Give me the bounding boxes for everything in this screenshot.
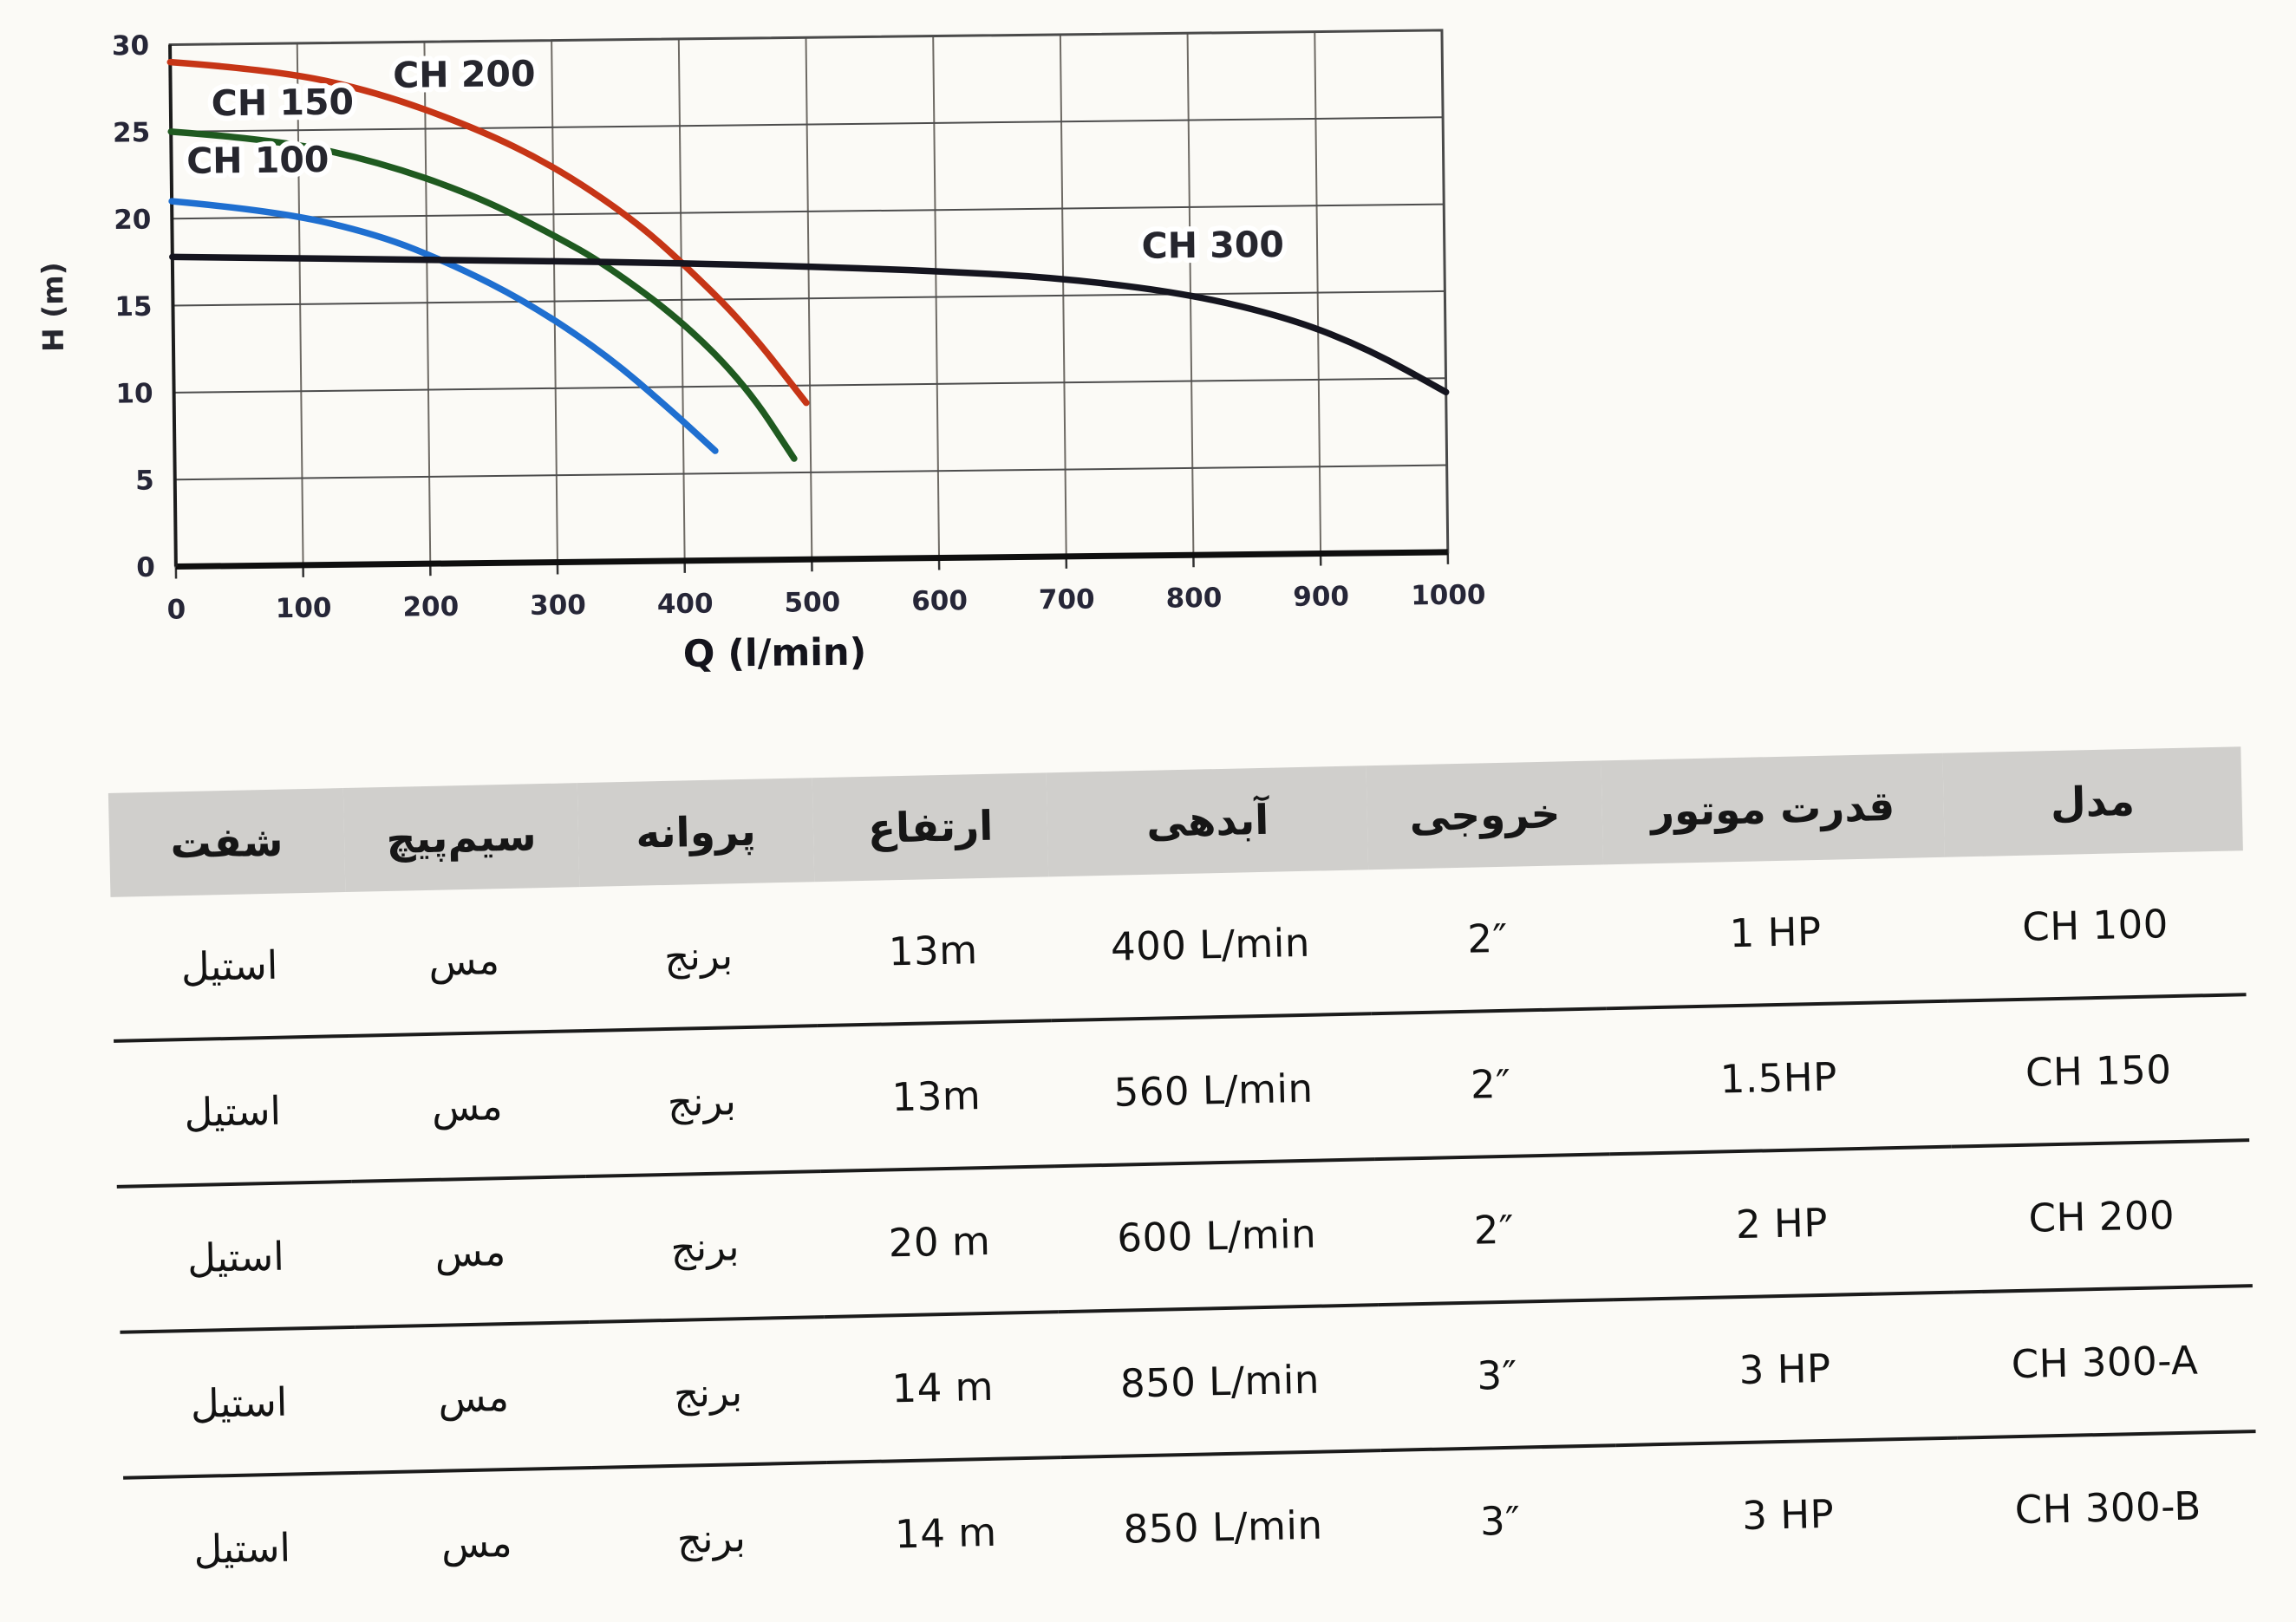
svg-text:25: 25 (113, 117, 151, 148)
svg-text:100: 100 (276, 592, 332, 624)
svg-text:30: 30 (112, 30, 150, 62)
cell-motor-power: 1 HP (1603, 857, 1947, 1009)
cell-shaft: استیل (117, 1182, 355, 1332)
svg-text:400: 400 (657, 589, 714, 621)
pump-curves-svg: 0 100 200 300 400 500 600 700 800 900 1000 0 5 10 15 20… (10, 0, 1491, 690)
cell-winding: مس (358, 1468, 596, 1617)
cell-model: CH 300-A (1954, 1286, 2256, 1437)
cell-head: 14 m (827, 1457, 1065, 1606)
cell-motor-power: 2 HP (1609, 1147, 1954, 1300)
svg-text:0: 0 (136, 552, 155, 583)
cell-model: CH 100 (1945, 850, 2247, 1000)
svg-text:200: 200 (402, 591, 459, 623)
cell-head: 14 m (824, 1312, 1061, 1462)
svg-text:Q (l/min): Q (l/min) (683, 631, 867, 676)
cell-flow: 850 L/min (1061, 1450, 1385, 1601)
cell-shaft: استیل (114, 1036, 351, 1187)
cell-flow: 560 L/min (1052, 1013, 1375, 1166)
cell-winding: مس (349, 1031, 586, 1182)
col-header-outlet: خروجی (1367, 760, 1603, 870)
col-header-shaft: شفت (108, 788, 345, 897)
cell-outlet: 3″ (1381, 1445, 1619, 1594)
cell-outlet: 2″ (1375, 1154, 1613, 1305)
svg-text:CH 150: CH 150 (211, 81, 354, 124)
cell-motor-power: 3 HP (1613, 1293, 1957, 1446)
pump-spec-table-wrap: مدل قدرت موتور خروجی آبدهی ارتفاع پروانه… (108, 746, 2259, 1621)
svg-text:CH 300: CH 300 (1141, 224, 1284, 267)
svg-text:1000: 1000 (1411, 579, 1486, 611)
cell-impeller: برنج (580, 882, 818, 1031)
col-header-model: مدل (1942, 746, 2243, 857)
cell-motor-power: 1.5HP (1607, 1001, 1951, 1155)
cell-model: CH 150 (1947, 994, 2249, 1146)
cell-shaft: استیل (123, 1473, 361, 1622)
col-header-winding: سیم‌پیچ (342, 783, 579, 892)
scanned-catalog-page: { "chart_data": [ { "type": "line", "tit… (0, 0, 2296, 1580)
svg-text:5: 5 (135, 465, 154, 496)
pump-spec-table: مدل قدرت موتور خروجی آبدهی ارتفاع پروانه… (108, 746, 2259, 1621)
svg-text:300: 300 (530, 590, 586, 622)
cell-model: CH 200 (1951, 1140, 2253, 1292)
cell-outlet: 2″ (1372, 1008, 1609, 1159)
cell-impeller: برنج (590, 1317, 827, 1468)
cell-head: 20 m (820, 1166, 1058, 1317)
col-header-impeller: پروانه (577, 778, 814, 887)
col-header-head: ارتفاع (812, 772, 1049, 882)
svg-text:CH 200: CH 200 (393, 53, 536, 96)
cell-flow: 850 L/min (1059, 1305, 1382, 1457)
svg-text:700: 700 (1039, 584, 1095, 616)
col-header-flow: آبدهی (1047, 765, 1369, 876)
cell-winding: مس (351, 1176, 589, 1327)
svg-text:20: 20 (114, 204, 152, 235)
svg-text:600: 600 (911, 585, 968, 617)
svg-text:CH 100: CH 100 (186, 139, 329, 182)
cell-flow: 600 L/min (1055, 1159, 1379, 1312)
col-header-motor-power: قدرت موتور (1601, 753, 1944, 865)
cell-shaft: استیل (110, 892, 348, 1041)
cell-shaft: استیل (120, 1327, 357, 1478)
cell-outlet: 2″ (1369, 864, 1607, 1013)
cell-winding: مس (345, 887, 583, 1036)
svg-text:800: 800 (1165, 583, 1222, 615)
svg-text:900: 900 (1293, 581, 1349, 613)
cell-winding: مس (355, 1322, 592, 1473)
svg-text:0: 0 (166, 594, 186, 625)
cell-flow: 400 L/min (1049, 870, 1373, 1020)
svg-text:15: 15 (114, 291, 153, 322)
svg-text:10: 10 (115, 378, 153, 409)
cell-motor-power: 3 HP (1616, 1438, 1960, 1590)
pump-performance-chart: 0 100 200 300 400 500 600 700 800 900 1000 0 5 10 15 20… (10, 0, 1491, 690)
svg-text:500: 500 (784, 587, 840, 619)
cell-model: CH 300-B (1957, 1431, 2259, 1581)
svg-text:H (m): H (m) (36, 262, 70, 352)
cell-head: 13m (814, 876, 1052, 1026)
cell-impeller: برنج (586, 1171, 824, 1322)
cell-head: 13m (818, 1020, 1055, 1171)
cell-outlet: 3″ (1379, 1300, 1616, 1450)
cell-impeller: برنج (592, 1462, 830, 1612)
cell-impeller: برنج (583, 1026, 820, 1176)
curve-ch-100 (172, 195, 715, 457)
